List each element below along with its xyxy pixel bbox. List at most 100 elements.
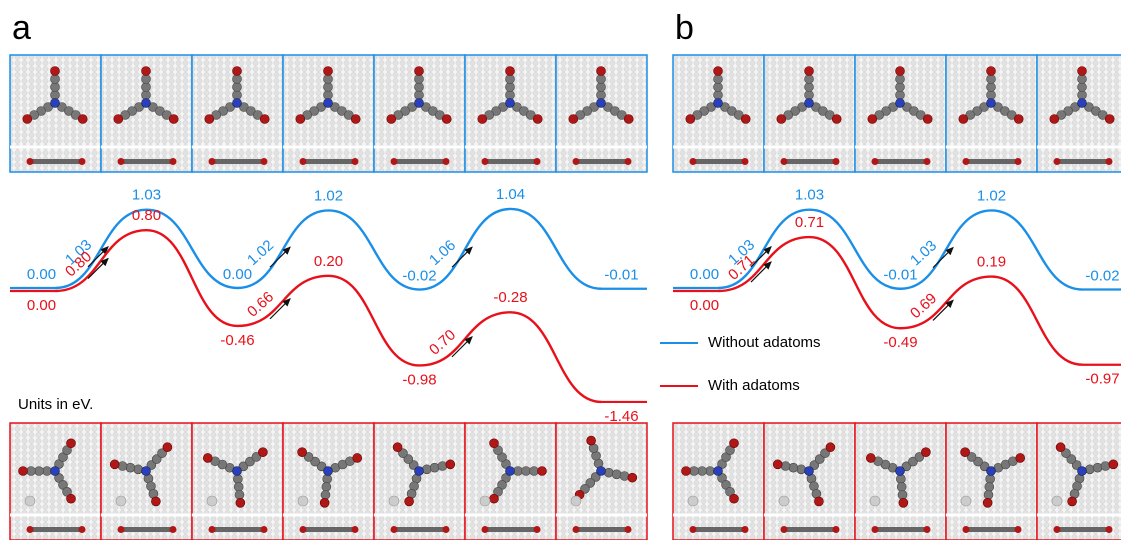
atom-bromine (532, 114, 543, 124)
atom-nitrogen (713, 466, 723, 476)
atom-bromine (390, 158, 398, 165)
atom (914, 452, 925, 462)
atom-bromine (351, 158, 359, 165)
atom (580, 484, 590, 494)
atom-bromine (537, 466, 547, 476)
atom-bromine (586, 435, 596, 446)
atom (429, 462, 440, 473)
side-view (966, 159, 1018, 164)
value-label: 0.00 (27, 266, 56, 283)
atom (323, 90, 333, 100)
atom (901, 461, 912, 472)
atom-bromine (1105, 526, 1113, 533)
atom (141, 82, 151, 92)
atom-bromine (1015, 453, 1026, 463)
value-label: 0.20 (314, 253, 343, 270)
atom-nitrogen (141, 466, 151, 476)
value-label: 0.00 (223, 266, 252, 283)
atom (125, 462, 136, 473)
atom (895, 90, 905, 100)
side-view (30, 527, 82, 532)
side-view (212, 159, 264, 164)
atom-nitrogen (1077, 98, 1087, 108)
atom-bromine (568, 114, 579, 124)
side-view (485, 159, 537, 164)
value-label: 0.19 (977, 254, 1006, 271)
atom-bromine (141, 66, 151, 76)
atom-bromine (18, 466, 28, 476)
adatom (24, 495, 36, 507)
atom-bromine (923, 158, 931, 165)
atom (1077, 74, 1087, 84)
atom (820, 448, 830, 458)
atom-bromine (1104, 114, 1115, 124)
atom (50, 82, 60, 92)
atom (986, 82, 996, 92)
atom (1077, 82, 1087, 92)
adatom (206, 495, 218, 507)
atom (585, 478, 596, 488)
legend-label: Without adatoms (708, 334, 821, 351)
barrier-label: 1.02 (244, 237, 277, 269)
atom (322, 474, 332, 484)
value-label: -1.46 (604, 408, 638, 425)
atom-bromine (442, 526, 450, 533)
atom-bromine (208, 158, 216, 165)
panel-letter: b (675, 9, 694, 47)
atom (689, 466, 699, 476)
atom-bromine (204, 114, 215, 124)
side-view (303, 159, 355, 164)
atom-bromine (740, 114, 751, 124)
atom (796, 464, 806, 475)
atom-bromine (624, 158, 632, 165)
side-view (303, 527, 355, 532)
atom-bromine (162, 442, 173, 453)
atom (398, 448, 408, 458)
structure-box (672, 422, 765, 540)
atom-bromine (297, 447, 307, 457)
atom (804, 74, 814, 84)
atom (34, 466, 44, 476)
atom (619, 471, 630, 481)
barrier-arrow (269, 298, 291, 320)
atom-bromine (895, 66, 905, 76)
atom-bromine (772, 459, 783, 470)
value-label: 1.02 (314, 187, 343, 204)
value-label: 0.00 (690, 266, 719, 283)
atom-bromine (729, 438, 739, 449)
atom-bromine (729, 493, 739, 504)
atom (521, 466, 531, 476)
barrier-arrow (451, 336, 473, 358)
energy-curve (55, 207, 602, 291)
atom-bromine (689, 526, 697, 533)
atom (316, 461, 327, 472)
atom-bromine (741, 158, 749, 165)
value-label: 1.03 (795, 187, 824, 204)
atom-bromine (780, 158, 788, 165)
atom (505, 90, 515, 100)
atom-bromine (202, 453, 213, 463)
atom (232, 82, 242, 92)
atom (26, 466, 36, 476)
atom-bromine (533, 158, 541, 165)
barrier-arrow (750, 261, 772, 283)
atom (896, 482, 907, 492)
barrier-arrow (87, 257, 109, 280)
atom-bromine (78, 158, 86, 165)
atom-bromine (1067, 496, 1077, 507)
atom (414, 90, 424, 100)
atom-nitrogen (50, 466, 60, 476)
atom-nitrogen (414, 98, 424, 108)
atom (422, 464, 432, 475)
atom-nitrogen (804, 98, 814, 108)
value-label: 1.03 (132, 187, 161, 204)
atom-nitrogen (895, 98, 905, 108)
side-view (394, 159, 446, 164)
atom (505, 82, 515, 92)
atom-nitrogen (713, 98, 723, 108)
atom (596, 90, 606, 100)
atom (788, 462, 799, 473)
atom (897, 490, 908, 500)
atom-bromine (623, 114, 634, 124)
atom-bromine (922, 114, 933, 124)
